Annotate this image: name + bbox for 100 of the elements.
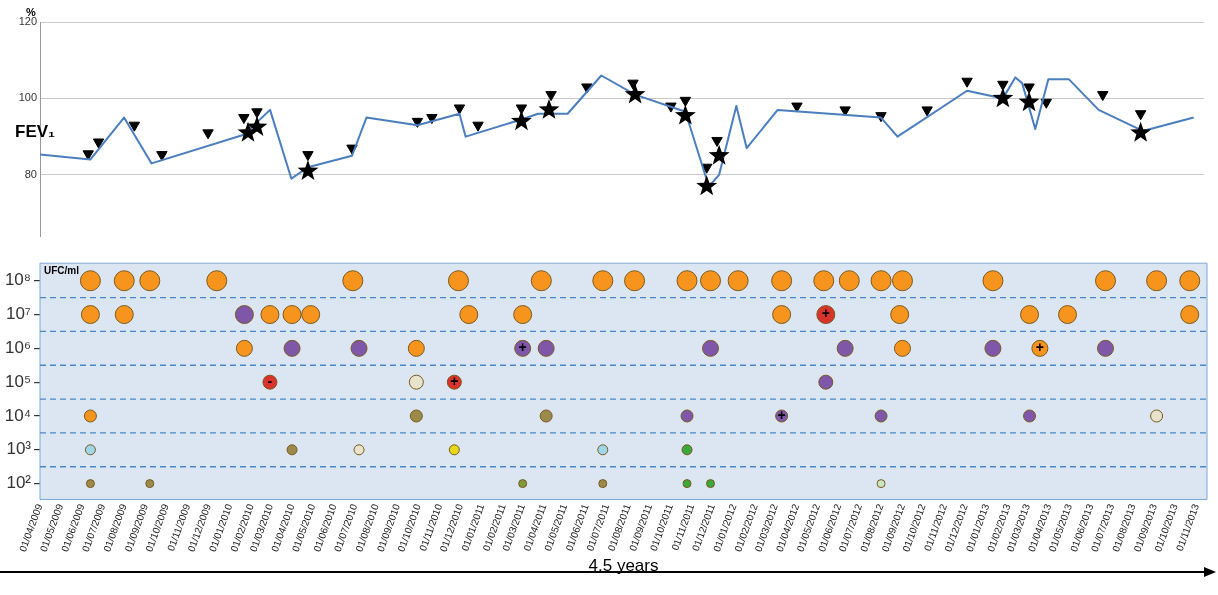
point xyxy=(592,270,614,292)
point xyxy=(80,305,100,325)
point xyxy=(156,151,168,162)
annotation: - xyxy=(267,373,273,390)
point xyxy=(1020,305,1040,325)
point xyxy=(813,270,835,292)
point xyxy=(891,270,913,292)
point xyxy=(79,270,101,292)
annotation: + xyxy=(450,373,459,390)
point xyxy=(283,339,301,357)
point xyxy=(515,104,528,115)
point xyxy=(838,270,860,292)
y-tick-label: 10² xyxy=(6,473,32,493)
point xyxy=(706,479,716,489)
point xyxy=(262,374,278,390)
point xyxy=(1134,110,1147,121)
point xyxy=(1097,91,1109,102)
point xyxy=(679,96,692,107)
point xyxy=(1180,305,1200,325)
point xyxy=(961,77,973,88)
point xyxy=(411,117,424,128)
point xyxy=(876,479,886,489)
y-tick-label: 10³ xyxy=(6,439,32,459)
annotation: + xyxy=(1035,339,1044,356)
point xyxy=(545,91,557,102)
point xyxy=(251,108,263,119)
point xyxy=(113,270,135,292)
point xyxy=(1146,270,1168,292)
point xyxy=(597,444,609,456)
point xyxy=(771,270,793,292)
point xyxy=(128,121,141,132)
y-tick-label: 80 xyxy=(24,167,37,180)
x-axis-title: 4,5 years xyxy=(588,556,659,576)
point xyxy=(870,270,892,292)
point xyxy=(711,136,723,147)
point xyxy=(1150,409,1164,423)
point xyxy=(206,270,228,292)
point xyxy=(1023,83,1035,94)
point xyxy=(302,151,314,162)
y-axis-title: UFC/ml xyxy=(44,264,80,276)
point xyxy=(681,444,693,456)
point xyxy=(984,339,1002,357)
point xyxy=(1058,305,1078,325)
point xyxy=(1096,339,1114,357)
point xyxy=(453,104,466,115)
annotation: + xyxy=(821,305,830,322)
annotation: + xyxy=(518,339,527,356)
series-label: FEV₁ xyxy=(15,121,56,141)
point xyxy=(85,479,95,489)
point xyxy=(92,138,105,149)
point xyxy=(301,305,321,325)
point xyxy=(238,114,250,125)
point xyxy=(791,102,803,113)
y-tick-label: 120 xyxy=(18,15,37,28)
point xyxy=(874,409,888,423)
point xyxy=(997,80,1009,91)
point xyxy=(624,270,646,292)
point xyxy=(342,270,364,292)
point xyxy=(84,444,96,456)
point xyxy=(350,339,368,357)
y-tick-label: 100 xyxy=(18,91,37,104)
point xyxy=(537,339,555,357)
point xyxy=(282,305,302,325)
point xyxy=(139,270,161,292)
point xyxy=(513,305,533,325)
point xyxy=(696,175,718,196)
point xyxy=(676,270,698,292)
point xyxy=(518,479,528,489)
point xyxy=(145,479,155,489)
y-tick-label: 10⁵ xyxy=(5,371,31,391)
point xyxy=(836,339,854,357)
point xyxy=(727,270,749,292)
point xyxy=(772,305,792,325)
point xyxy=(202,129,214,140)
y-axis-title: % xyxy=(26,5,36,18)
point xyxy=(921,106,933,117)
point xyxy=(530,270,552,292)
point xyxy=(702,339,720,357)
point xyxy=(459,305,479,325)
point xyxy=(680,409,694,423)
point xyxy=(260,305,280,325)
point xyxy=(1179,270,1201,292)
point xyxy=(839,106,851,117)
y-tick-label: 10⁸ xyxy=(4,270,31,290)
point xyxy=(682,479,692,489)
point xyxy=(627,79,639,90)
point xyxy=(114,305,134,325)
point xyxy=(982,270,1004,292)
y-tick-label: 10⁷ xyxy=(5,304,31,324)
point xyxy=(353,444,365,456)
point xyxy=(447,270,469,292)
point xyxy=(472,121,484,132)
point xyxy=(408,374,424,390)
point xyxy=(700,270,722,292)
point xyxy=(1023,409,1037,423)
point xyxy=(1094,270,1116,292)
annotation: + xyxy=(777,406,786,423)
point xyxy=(890,305,910,325)
point xyxy=(598,479,608,489)
point xyxy=(448,444,460,456)
